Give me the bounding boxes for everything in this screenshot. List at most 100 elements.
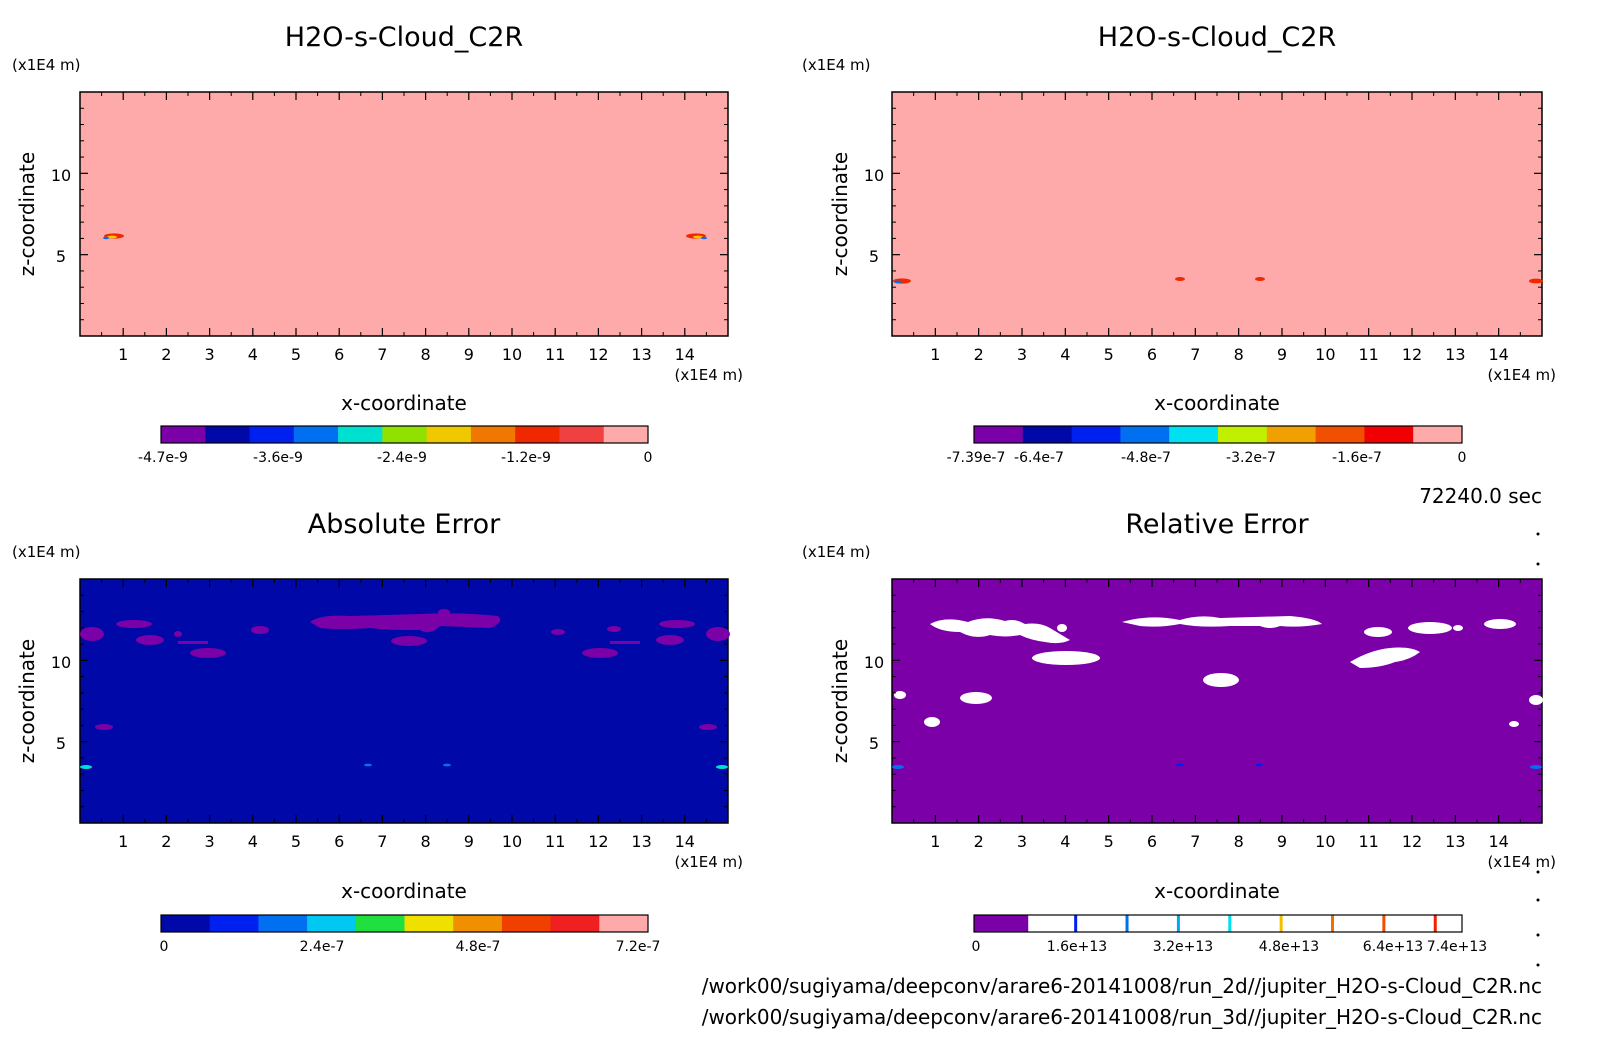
- data-blob: [80, 763, 728, 769]
- colorbar-swatch: [161, 915, 211, 932]
- colorbar-swatch: [1190, 915, 1246, 932]
- colorbar-swatch: [470, 426, 516, 443]
- x-tick-label: 5: [1104, 345, 1114, 364]
- colorbar-swatch: [974, 915, 1029, 932]
- x-tick-label: 1: [930, 345, 940, 364]
- x-axis-label: x-coordinate: [341, 391, 467, 415]
- colorbar-swatch: [1136, 915, 1192, 932]
- x-axis-label: x-coordinate: [341, 879, 467, 903]
- x-tick-label: 3: [1017, 345, 1027, 364]
- colorbar-tick-label: -6.4e-7: [1014, 450, 1064, 466]
- x-tick-label: 5: [1104, 832, 1114, 851]
- footer-path-2d: /work00/sugiyama/deepconv/arare6-2014100…: [702, 974, 1542, 998]
- colorbar-swatch: [1022, 426, 1073, 443]
- margin-dots: [1536, 532, 1540, 967]
- colorbar-frame: [160, 914, 649, 933]
- x-tick-label: 10: [1315, 832, 1335, 851]
- x-unit-label: (x1E4 m): [1487, 366, 1556, 384]
- y-tick-label: 5: [56, 247, 66, 266]
- colorbar-swatch: [515, 426, 560, 443]
- x-tick-label: 2: [161, 345, 171, 364]
- x-tick-label: 4: [1060, 832, 1070, 851]
- y-axis-label: z-coordinate: [828, 152, 852, 276]
- x-tick-label: 7: [1190, 832, 1200, 851]
- x-tick-label: 11: [545, 832, 565, 851]
- colorbar-swatch: [1082, 915, 1138, 932]
- colorbar-frame: [160, 425, 649, 444]
- x-tick-label: 4: [248, 345, 258, 364]
- x-tick-label: 4: [248, 832, 258, 851]
- y-unit-label: (x1E4 m): [12, 56, 81, 74]
- y-tick-label: 5: [869, 247, 879, 266]
- x-tick-label: 14: [1488, 345, 1508, 364]
- colorbar-tick-label: -7.39e-7: [947, 450, 1006, 466]
- x-tick-label: 10: [502, 345, 522, 364]
- colorbar-frame: [973, 425, 1463, 444]
- colorbar-swatch: [293, 426, 339, 443]
- colorbar-swatch: [426, 426, 472, 443]
- colorbar-swatch: [559, 426, 605, 443]
- x-tick-label: 10: [1315, 345, 1335, 364]
- colorbar-swatch: [1315, 426, 1365, 443]
- x-tick-label: 6: [334, 832, 344, 851]
- colorbar-swatch: [382, 426, 428, 443]
- colorbar-swatch: [501, 915, 552, 932]
- x-tick-label: 11: [1358, 345, 1378, 364]
- colorbar-tick-label: 0: [160, 939, 169, 955]
- x-unit-label: (x1E4 m): [1487, 853, 1556, 871]
- x-axis-ticks: 1 2 3 4 5 6 7 8 9 10 11 12 13 14: [101, 579, 707, 851]
- footer-path-3d: /work00/sugiyama/deepconv/arare6-2014100…: [702, 1005, 1542, 1029]
- data-blob: [892, 763, 1542, 769]
- x-tick-label: 6: [1147, 832, 1157, 851]
- x-tick-label: 5: [291, 832, 301, 851]
- colorbar-stripe: [1176, 915, 1180, 932]
- x-tick-label: 8: [421, 832, 431, 851]
- colorbar-swatch: [599, 915, 649, 932]
- x-tick-label: 2: [161, 832, 171, 851]
- colorbar-swatch: [1299, 915, 1355, 932]
- colorbar-tick-label: 1.6e+13: [1047, 939, 1107, 955]
- x-tick-label: 10: [502, 832, 522, 851]
- y-axis-ticks: [892, 107, 1542, 321]
- y-tick-label: 10: [51, 653, 71, 672]
- colorbar-swatch: [1353, 915, 1409, 932]
- x-unit-label: (x1E4 m): [674, 366, 743, 384]
- colorbar-tick-label: 2.4e-7: [300, 939, 345, 955]
- x-tick-label: 7: [1190, 345, 1200, 364]
- x-tick-label: 7: [377, 345, 387, 364]
- colorbar-tick-label: -3.2e-7: [1226, 450, 1276, 466]
- y-unit-label: (x1E4 m): [12, 543, 81, 561]
- x-tick-label: 14: [1488, 832, 1508, 851]
- colorbar-swatch: [550, 915, 600, 932]
- colorbar-swatch: [209, 915, 259, 932]
- colorbar-swatch: [307, 915, 357, 932]
- x-unit-label: (x1E4 m): [674, 853, 743, 871]
- y-tick-label: 10: [864, 166, 884, 185]
- x-tick-label: 3: [205, 832, 215, 851]
- colorbar-stripe: [1228, 915, 1232, 932]
- x-tick-label: 6: [334, 345, 344, 364]
- y-tick-label: 10: [864, 653, 884, 672]
- colorbar-swatch: [1364, 426, 1414, 443]
- x-tick-label: 3: [1017, 832, 1027, 851]
- x-tick-label: 9: [1277, 832, 1287, 851]
- x-axis-ticks: 1 2 3 4 5 6 7 8 9 10 11 12 13 14: [913, 579, 1521, 851]
- colorbar-swatch: [338, 426, 383, 443]
- colorbar-tick-label: 7.4e+13: [1427, 939, 1487, 955]
- panel-title: Absolute Error: [308, 509, 501, 540]
- colorbar-tick-label: 7.2e-7: [616, 939, 661, 955]
- colorbar-tick-label: -3.6e-9: [253, 450, 303, 466]
- colorbar: [160, 914, 649, 933]
- panel-top-right: H2O-s-Cloud_C2R (x1E4 m) 1 2 3 4 5 6 7 8 9 10 11 12…: [802, 22, 1556, 466]
- colorbar-swatch: [603, 426, 649, 443]
- x-tick-label: 13: [1445, 345, 1465, 364]
- x-tick-label: 13: [631, 345, 651, 364]
- y-tick-label: 10: [51, 166, 71, 185]
- colorbar-stripe: [1382, 915, 1386, 932]
- colorbar-tick-label: -1.2e-9: [501, 450, 551, 466]
- plot-area: [891, 91, 1543, 337]
- y-axis-label: z-coordinate: [15, 639, 39, 763]
- plot-area: [79, 91, 729, 337]
